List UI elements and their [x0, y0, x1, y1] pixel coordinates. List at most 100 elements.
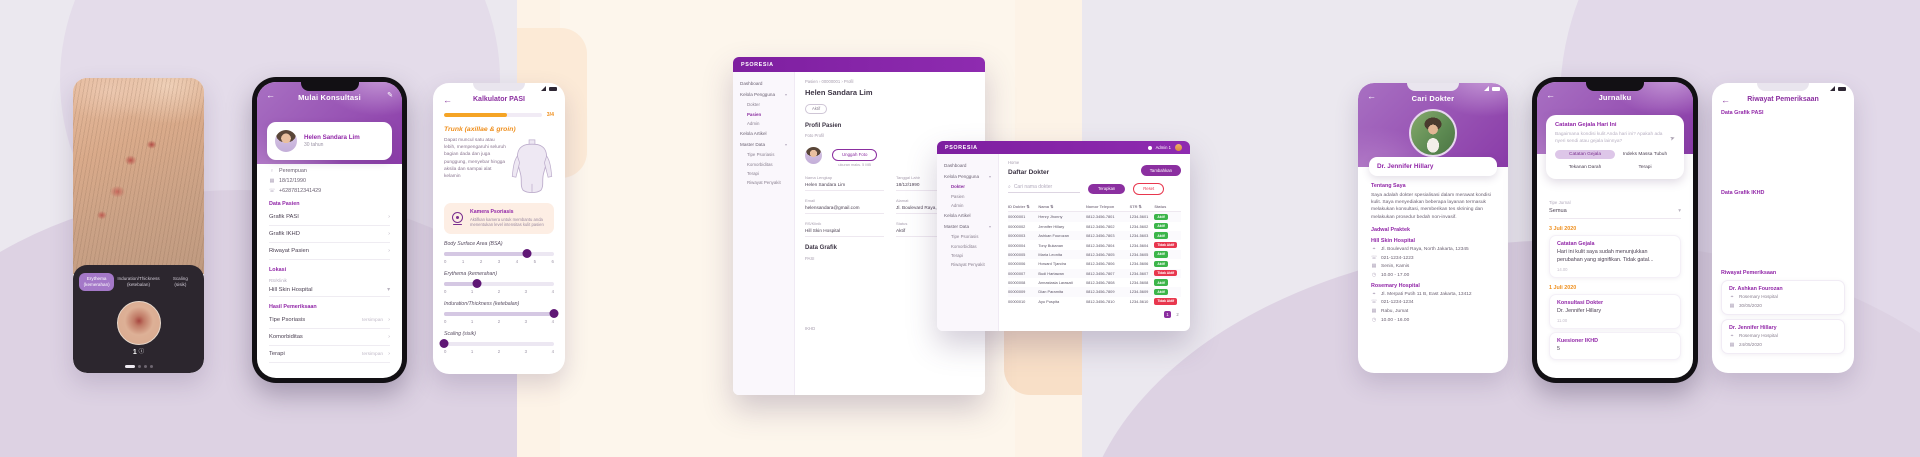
tick-label: 0: [444, 258, 447, 264]
slider-thumb[interactable]: [522, 249, 531, 259]
field-value[interactable]: Helen Sandara Lim: [805, 180, 884, 191]
sidebar-item-dashboard[interactable]: Dashboard: [944, 163, 967, 168]
column-header-nomor-telepon[interactable]: Nomor Telepon: [1085, 203, 1115, 209]
sidebar-subitem-admin[interactable]: Admin: [951, 202, 964, 208]
measure-tab-scaling[interactable]: Scaling (sisik): [163, 273, 198, 291]
patient-data-item-grafik-pasi[interactable]: Grafik PASI ›: [269, 209, 390, 226]
slider-thumb[interactable]: [549, 309, 559, 319]
edit-icon[interactable]: ✎: [387, 92, 393, 99]
sidebar-item-kelola-artikel[interactable]: Kelola Artikel: [944, 213, 971, 219]
history-card[interactable]: Dr. Jennifer Hillary ⌖ Rosemary Hospital ▦ 2…: [1721, 318, 1845, 354]
field-value[interactable]: 18/12/1990: [896, 180, 975, 191]
upload-button[interactable]: Unggah Foto: [832, 148, 878, 161]
measure-tab-induration-thickness[interactable]: Induration/Thickness (ketebalan): [116, 273, 160, 291]
battery-icon: [1492, 87, 1500, 91]
slider-track[interactable]: [439, 339, 554, 349]
sidebar-item-kelola-pengguna[interactable]: Kelola Pengguna ▾: [944, 174, 991, 179]
sidebar-subitem-komorbiditas[interactable]: Komorbiditas: [747, 161, 773, 167]
back-icon[interactable]: ←: [443, 95, 452, 105]
sidebar-item-master-data[interactable]: Master Data ▾: [944, 224, 991, 230]
table-row[interactable]: 00000009 Dian Paramita 0812-3456-7809 1234-…: [1008, 287, 1181, 297]
camera-psoriasis-card[interactable]: Kamera Psoriasis Aktifkan kamera untuk m…: [444, 203, 554, 234]
history-card[interactable]: Dr. Ashkan Fourozan ⌖ Rosemary Hospital ▦ 30…: [1721, 280, 1845, 315]
sidebar-item-kelola-pengguna[interactable]: Kelola Pengguna ▾: [740, 92, 787, 97]
table-row[interactable]: 00000006 Howard Tjandra 0812-3456-7806 1234…: [1008, 259, 1181, 268]
item-label: Tipe Psoriasis: [269, 317, 306, 323]
slider-thumb[interactable]: [439, 339, 449, 349]
admin-avatar[interactable]: [1175, 144, 1182, 151]
column-header-id-dokter[interactable]: ID Dokter ⇅: [1008, 203, 1030, 209]
back-icon[interactable]: ←: [1546, 90, 1555, 100]
back-icon[interactable]: ←: [1367, 91, 1376, 101]
slider-track[interactable]: [444, 309, 559, 319]
journal-entry[interactable]: Konsultasi Dokter Dr. Jennifer Hillary 11.…: [1549, 294, 1681, 330]
sidebar-item-master-data[interactable]: Master Data ▾: [740, 142, 787, 148]
field-value[interactable]: Hill Skin Hospital: [805, 226, 884, 237]
sidebar-subitem-tipe-psoriasis[interactable]: Tipe Psoriasis: [951, 234, 979, 240]
notification-bell-icon[interactable]: [1147, 145, 1152, 150]
apply-button[interactable]: Terapkan: [1088, 183, 1126, 195]
sidebar-subitem-terapi[interactable]: Terapi: [747, 171, 759, 177]
journal-chip-terapi[interactable]: Terapi: [1638, 165, 1652, 171]
slider-track[interactable]: [444, 279, 554, 289]
slider-track[interactable]: [444, 249, 554, 259]
send-icon[interactable]: ➤: [1669, 135, 1676, 143]
sidebar-subitem-terapi[interactable]: Terapi: [951, 253, 963, 259]
slider-thumb[interactable]: [472, 279, 482, 289]
journal-type-dropdown[interactable]: Semua ▾: [1549, 205, 1681, 219]
page-button-2[interactable]: 2: [1176, 312, 1179, 318]
page-button-1[interactable]: 1: [1164, 311, 1171, 319]
sidebar-subitem-riwayat-penyakit[interactable]: Riwayat Penyakit: [747, 180, 781, 186]
sidebar-subitem-admin[interactable]: Admin: [747, 120, 760, 126]
back-icon[interactable]: ←: [266, 90, 275, 100]
add-doctor-button[interactable]: Tambahkan: [1140, 165, 1181, 176]
result-item-tipe-psoriasis[interactable]: Tipe Psoriasis tersimpan ›: [269, 312, 390, 329]
journal-chip-tekanan-darah[interactable]: Tekanan Darah: [1568, 165, 1602, 171]
hospital-dropdown[interactable]: Hill Skin Hospital ▾: [269, 283, 390, 297]
search-input[interactable]: ⌕ Cari nama dokter: [1008, 184, 1080, 194]
note-placeholder[interactable]: Bagaimana kondisi kulit Anda hari ini? A…: [1555, 132, 1663, 145]
column-header-str[interactable]: STR ⇅: [1129, 203, 1142, 209]
measure-tab-erythema[interactable]: Erythema (kemerahan): [79, 273, 115, 291]
info-icon[interactable]: ⓘ: [138, 349, 145, 355]
field-value[interactable]: Jl. Boulevard Raya, North Jakarta: [896, 203, 975, 214]
field-value[interactable]: helensandara@gmail.com: [805, 203, 884, 214]
table-row[interactable]: 00000004 Tony Bukanan 0812-3456-7804 1234-5…: [1008, 240, 1181, 249]
sidebar-item-kelola-artikel[interactable]: Kelola Artikel: [740, 131, 767, 137]
sidebar-subitem-dokter[interactable]: Dokter: [747, 102, 760, 108]
table-row[interactable]: 00000005 Maria Leonita 0812-3456-7805 1234-…: [1008, 249, 1181, 260]
slider-label: Erythema (kemerahan): [444, 270, 498, 277]
table-row[interactable]: 00000007 Budi Hartawan 0812-3456-7807 1234-…: [1008, 268, 1181, 278]
sidebar-subitem-pasien[interactable]: Pasien: [747, 111, 762, 117]
table-row[interactable]: 00000003 Ashkan Fourozan 0812-3456-7803 123…: [1008, 230, 1181, 241]
table-row[interactable]: 00000010 Ayu Puspita 0812-3456-7810 1234-56…: [1008, 297, 1181, 306]
journal-chip-catatan-gejala[interactable]: Catatan Gejala: [1555, 150, 1615, 160]
status-bar: [1484, 86, 1500, 91]
table-row[interactable]: 00000008 Annastasia Larasati 0812-3456-780…: [1008, 278, 1181, 287]
sidebar-subitem-dokter[interactable]: Dokter: [951, 184, 965, 190]
back-icon[interactable]: ←: [1721, 95, 1730, 105]
doctor-name-card[interactable]: Dr. Jennifer Hillary: [1369, 157, 1497, 176]
region-description: Dapat muncul satu atau lebih, mempengaru…: [444, 138, 506, 179]
result-item-komorbiditas[interactable]: Komorbiditas ›: [269, 329, 390, 346]
table-row[interactable]: 00000001 Henry Jhonny 0812-3456-7801 1234-5…: [1008, 212, 1181, 222]
sidebar-subitem-tipe-psoriasis[interactable]: Tipe Psoriasis: [747, 152, 775, 158]
table-row[interactable]: 00000002 Jennifer Hillary 0812-3456-7802 12…: [1008, 222, 1181, 231]
sidebar-subitem-pasien[interactable]: Pasien: [951, 193, 965, 199]
column-header-status[interactable]: Status: [1154, 203, 1167, 209]
journal-entry[interactable]: Catatan Gejala Hari ini kulit saya sudah …: [1549, 235, 1681, 279]
result-item-terapi[interactable]: Terapi tersimpan ›: [269, 346, 390, 363]
journal-chip-indeks-massa-tubuh[interactable]: Indeks Massa Tubuh: [1622, 152, 1668, 158]
journal-entry[interactable]: Kuesioner IKHD 5: [1549, 332, 1681, 361]
sidebar-subitem-riwayat-penyakit[interactable]: Riwayat Penyakit: [951, 262, 985, 268]
cell-phone: 0812-3456-7803: [1085, 233, 1115, 239]
patient-data-item-riwayat-pasien[interactable]: Riwayat Pasien ›: [269, 243, 390, 260]
sidebar-subitem-komorbiditas[interactable]: Komorbiditas: [951, 243, 977, 249]
lesion-preview-circle[interactable]: [116, 301, 161, 345]
column-header-nama[interactable]: Nama ⇅: [1038, 203, 1054, 209]
reset-button[interactable]: Reset: [1133, 183, 1165, 195]
sidebar-item-dashboard[interactable]: Dashboard: [740, 81, 763, 86]
patient-data-item-grafik-ikhd[interactable]: Grafik IKHD ›: [269, 226, 390, 243]
hospital-days-text: Rabu, Jumat: [1381, 308, 1409, 314]
field-value[interactable]: Aktif: [896, 226, 975, 237]
